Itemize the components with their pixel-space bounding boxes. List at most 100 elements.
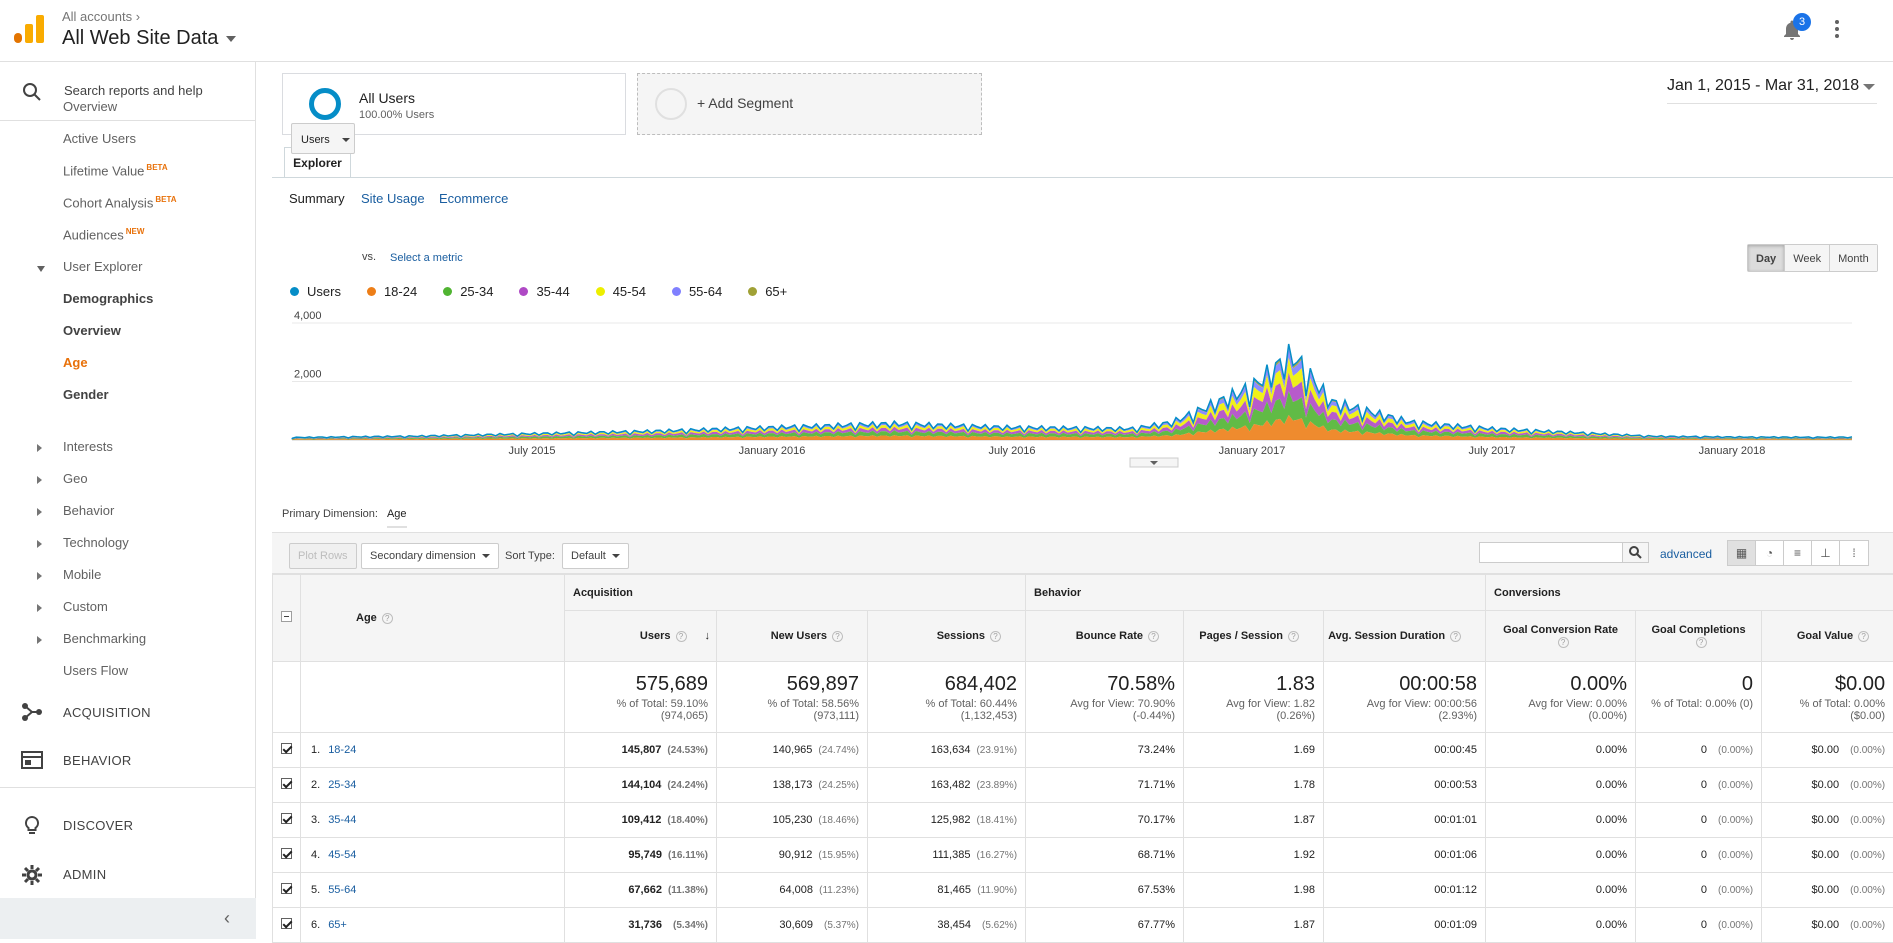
avg-session-duration-column-header[interactable]: Avg. Session Duration? <box>1324 611 1486 662</box>
legend-item[interactable]: 25-34 <box>443 284 493 299</box>
collapsed-triangle-icon[interactable] <box>37 444 42 452</box>
age-link[interactable]: 45-54 <box>328 849 356 861</box>
month-button[interactable]: Month <box>1830 245 1877 271</box>
sidebar-item-mobile[interactable]: Mobile <box>63 567 101 582</box>
legend-item[interactable]: 45-54 <box>596 284 646 299</box>
select-metric-link[interactable]: Select a metric <box>390 252 463 264</box>
legend-item[interactable]: 18-24 <box>367 284 417 299</box>
collapsed-triangle-icon[interactable] <box>37 636 42 644</box>
age-link[interactable]: 18-24 <box>328 744 356 756</box>
help-icon[interactable]: ? <box>1148 631 1159 642</box>
select-all-cell[interactable] <box>273 575 301 662</box>
help-icon[interactable]: ? <box>676 631 687 642</box>
subtab-summary[interactable]: Summary <box>289 191 345 206</box>
sidebar-section-discover[interactable]: DISCOVER <box>0 805 256 845</box>
bounce-rate-column-header[interactable]: Bounce Rate? <box>1026 611 1184 662</box>
sidebar-item-geo[interactable]: Geo <box>63 471 88 486</box>
sidebar-item-overview[interactable]: Overview <box>63 99 117 114</box>
help-icon[interactable]: ? <box>832 631 843 642</box>
account-breadcrumb-label[interactable]: All accounts <box>62 9 132 24</box>
age-link[interactable]: 65+ <box>328 919 347 931</box>
sidebar-item-demographics[interactable]: Demographics <box>63 291 153 306</box>
checkbox-cell[interactable] <box>273 838 301 873</box>
pages-session-column-header[interactable]: Pages / Session? <box>1184 611 1324 662</box>
sidebar-item-technology[interactable]: Technology <box>63 535 129 550</box>
row-checkbox[interactable] <box>281 883 292 894</box>
subtab-site-usage[interactable]: Site Usage <box>361 191 425 206</box>
sidebar-item-active-users[interactable]: Active Users <box>63 131 136 146</box>
row-checkbox[interactable] <box>281 778 292 789</box>
help-icon[interactable]: ? <box>1858 631 1869 642</box>
advanced-filter-link[interactable]: advanced <box>1660 547 1712 561</box>
collapse-sidebar-button[interactable]: ‹ <box>0 898 256 939</box>
collapsed-triangle-icon[interactable] <box>37 476 42 484</box>
collapsed-triangle-icon[interactable] <box>37 508 42 516</box>
sidebar-item-gender[interactable]: Gender <box>63 387 109 402</box>
sort-desc-arrow-icon[interactable]: ↓ <box>705 630 711 642</box>
sidebar-section-acquisition[interactable]: ACQUISITION <box>0 692 256 732</box>
pie-view-icon[interactable]: ◔ <box>1756 541 1784 565</box>
checkbox-cell[interactable] <box>273 873 301 908</box>
new-users-column-header[interactable]: New Users? <box>717 611 868 662</box>
view-selector[interactable]: All Web Site Data <box>62 27 236 50</box>
sidebar-section-admin[interactable]: ADMIN <box>0 854 256 894</box>
age-link[interactable]: 25-34 <box>328 779 356 791</box>
legend-item[interactable]: 55-64 <box>672 284 722 299</box>
checkbox-cell[interactable] <box>273 908 301 943</box>
goal-conversion-rate-column-header[interactable]: Goal Conversion Rate? <box>1486 611 1636 662</box>
week-button[interactable]: Week <box>1785 245 1830 271</box>
date-range-picker[interactable]: Jan 1, 2015 - Mar 31, 2018 <box>1667 77 1877 104</box>
legend-item[interactable]: 65+ <box>748 284 787 299</box>
day-button[interactable]: Day <box>1748 245 1785 271</box>
comparison-view-icon[interactable]: ⊥ <box>1812 541 1840 565</box>
sidebar-item-interests[interactable]: Interests <box>63 439 113 454</box>
performance-view-icon[interactable]: ≡ <box>1784 541 1812 565</box>
more-options-icon[interactable] <box>1832 18 1842 40</box>
collapsed-triangle-icon[interactable] <box>37 572 42 580</box>
goal-value-column-header[interactable]: Goal Value? <box>1762 611 1893 662</box>
sort-type-dropdown[interactable]: Default <box>562 543 629 569</box>
analytics-logo-icon[interactable] <box>14 15 44 43</box>
users-column-header[interactable]: Users?↓ <box>565 611 717 662</box>
age-column-header[interactable]: Age? <box>301 575 565 662</box>
table-view-icon[interactable]: ▦ <box>1728 541 1756 565</box>
sidebar-section-behavior[interactable]: BEHAVIOR <box>0 740 256 780</box>
secondary-dimension-dropdown[interactable]: Secondary dimension <box>361 543 499 569</box>
row-checkbox[interactable] <box>281 813 292 824</box>
collapsed-triangle-icon[interactable] <box>37 540 42 548</box>
help-icon[interactable]: ? <box>382 613 393 624</box>
sessions-column-header[interactable]: Sessions? <box>868 611 1026 662</box>
row-checkbox[interactable] <box>281 848 292 859</box>
checkbox-cell[interactable] <box>273 768 301 803</box>
plot-rows-button[interactable]: Plot Rows <box>289 543 357 569</box>
sidebar-item-user-explorer[interactable]: User Explorer <box>63 259 142 274</box>
table-search-button[interactable] <box>1622 542 1649 563</box>
age-link[interactable]: 35-44 <box>328 814 356 826</box>
row-checkbox[interactable] <box>281 918 292 929</box>
primary-dimension-age[interactable]: Age <box>387 508 407 528</box>
help-icon[interactable]: ? <box>1288 631 1299 642</box>
age-link[interactable]: 55-64 <box>328 884 356 896</box>
help-icon[interactable]: ? <box>990 631 1001 642</box>
sidebar-item-demographics-overview[interactable]: Overview <box>63 323 121 338</box>
search-placeholder[interactable]: Search reports and help <box>64 83 203 98</box>
sidebar-item-benchmarking[interactable]: Benchmarking <box>63 631 146 646</box>
view-title[interactable]: All Web Site Data <box>62 27 218 49</box>
sidebar-item-age[interactable]: Age <box>63 355 88 370</box>
legend-item[interactable]: Users <box>290 284 341 299</box>
sidebar-item-users-flow[interactable]: Users Flow <box>63 663 128 678</box>
sidebar-item-behavior[interactable]: Behavior <box>63 503 114 518</box>
sidebar-item-custom[interactable]: Custom <box>63 599 108 614</box>
row-checkbox[interactable] <box>281 743 292 754</box>
goal-completions-column-header[interactable]: Goal Completions? <box>1636 611 1762 662</box>
table-search-input[interactable] <box>1479 542 1623 563</box>
help-icon[interactable]: ? <box>1450 631 1461 642</box>
add-segment-button[interactable]: + Add Segment <box>637 73 982 135</box>
checkbox-cell[interactable] <box>273 733 301 768</box>
collapsed-triangle-icon[interactable] <box>37 604 42 612</box>
help-icon[interactable]: ? <box>1696 637 1707 648</box>
